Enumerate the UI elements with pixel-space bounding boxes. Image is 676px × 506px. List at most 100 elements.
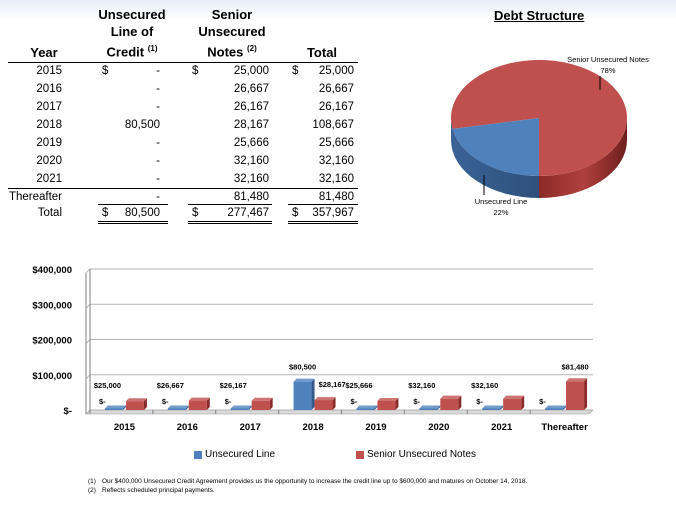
bar-unsecured-top	[104, 405, 126, 409]
data-label-senior: $81,480	[562, 362, 589, 371]
bar-senior-side	[206, 397, 210, 410]
bar-unsecured-top	[482, 405, 504, 409]
pie-label-unsecured: Unsecured Line 22%	[474, 197, 528, 217]
row-unsecured: -	[156, 65, 160, 77]
header-unsecured: Unsecured Line of Credit (1)	[98, 7, 166, 60]
total-double-rule-2b	[188, 223, 272, 224]
row-year: 2021	[36, 173, 62, 185]
total-senior: 277,467	[227, 207, 269, 219]
bar-unsecured-top	[419, 405, 441, 409]
footnote-ref-1: (1)	[147, 44, 158, 53]
data-label-unsecured: $-	[162, 397, 169, 406]
total-rule-top-1	[98, 204, 168, 205]
bar-unsecured	[230, 408, 249, 410]
row-rule	[8, 188, 358, 189]
bar-unsecured-side	[374, 405, 378, 410]
row-senior: 32,160	[233, 173, 269, 185]
row-total: 32,160	[318, 173, 354, 185]
currency-symbol: $	[292, 207, 299, 219]
gridline-depth	[85, 268, 91, 274]
data-label-senior: $25,666	[345, 381, 372, 390]
pie-slice-unsecured	[452, 118, 539, 176]
row-total: 32,160	[318, 155, 354, 167]
y-tick-label: $400,000	[32, 265, 72, 276]
bar-senior	[125, 401, 144, 410]
row-year: 2018	[36, 119, 62, 131]
bar-senior	[188, 400, 207, 410]
row-total: 25,000	[318, 65, 354, 77]
data-label-senior: $26,667	[157, 381, 184, 390]
total-double-rule-3	[288, 221, 358, 222]
bar-senior	[566, 381, 585, 410]
gridline-depth	[85, 339, 91, 344]
footnote-2: (2) Reflects scheduled principal payments…	[88, 487, 215, 494]
bar-unsecured	[545, 408, 564, 410]
x-tick-label: 2015	[114, 422, 136, 433]
row-year: Thereafter	[8, 191, 62, 203]
bar-senior-top	[251, 397, 273, 401]
row-year: 2015	[36, 65, 62, 77]
row-total: 81,480	[318, 191, 354, 203]
data-label-unsecured: $-	[413, 397, 420, 406]
x-tick-label: 2019	[365, 422, 386, 433]
row-year: 2016	[36, 83, 62, 95]
x-tick-label: 2018	[302, 422, 323, 433]
bar-senior	[440, 398, 459, 410]
bar-unsecured-side	[437, 405, 441, 410]
bar-unsecured	[356, 408, 375, 410]
total-double-rule-2	[188, 221, 272, 222]
x-tick-label: 2021	[491, 422, 513, 433]
pie-leader-lines	[483, 76, 601, 195]
row-senior: 26,167	[233, 101, 269, 113]
gridline-depth	[85, 303, 91, 309]
pie-slice-senior	[451, 59, 627, 176]
row-total: 26,667	[318, 83, 354, 95]
legend-unsecured: Unsecured Line	[194, 449, 275, 460]
row-unsecured: -	[156, 155, 160, 167]
row-unsecured: 80,500	[124, 119, 160, 131]
bar-senior-side	[395, 397, 399, 410]
data-label-unsecured: $-	[350, 397, 357, 406]
data-label-unsecured: $-	[476, 397, 483, 406]
header-rule	[8, 62, 358, 63]
bar-senior-top	[377, 397, 399, 401]
bar-unsecured-side	[185, 405, 189, 410]
gridline-depth	[85, 409, 91, 415]
header-year: Year	[30, 45, 58, 60]
row-unsecured: -	[156, 137, 160, 149]
total-rule-top-2	[188, 204, 272, 205]
bar-unsecured-side	[248, 405, 252, 410]
bar-senior-top	[440, 395, 462, 399]
legend-swatch-unsecured	[194, 450, 202, 459]
maturity-bar-chart: $- $100,000 $200,000 $300,000 $400,000 2015 $-…	[32, 265, 594, 433]
bar-unsecured-top	[293, 378, 315, 382]
footnote-ref-2: (2)	[246, 44, 257, 53]
x-tick-label: 2016	[177, 422, 198, 433]
bar-unsecured	[293, 381, 312, 410]
bar-unsecured	[482, 408, 501, 410]
data-label-unsecured: $-	[539, 397, 546, 406]
y-tick-label: $200,000	[32, 336, 72, 347]
gridline-depth	[85, 374, 91, 380]
pie-label-senior: Senior Unsecured Notes 78%	[567, 55, 649, 75]
row-senior: 28,167	[233, 119, 269, 131]
data-label-senior: $26,167	[220, 381, 247, 390]
bar-senior-side	[521, 395, 525, 410]
data-label-senior: $25,000	[94, 381, 121, 390]
bar-unsecured-side	[311, 378, 315, 410]
bar-unsecured-top	[545, 405, 567, 409]
y-tick-label: $100,000	[32, 371, 72, 382]
row-unsecured: -	[156, 173, 160, 185]
bar-senior-side	[458, 395, 462, 410]
data-label-senior: $28,167	[319, 380, 346, 389]
x-tick-label: Thereafter	[541, 422, 588, 433]
data-label-senior: $32,160	[408, 381, 435, 390]
pie-title: Debt Structure	[494, 8, 585, 23]
row-senior: 25,000	[233, 65, 269, 77]
row-senior: 32,160	[233, 155, 269, 167]
currency-symbol: $	[192, 207, 199, 219]
x-tick-label: 2020	[428, 422, 449, 433]
bar-senior-top	[566, 378, 588, 382]
y-tick-label: $300,000	[32, 300, 72, 311]
pie-side-red	[539, 118, 627, 198]
